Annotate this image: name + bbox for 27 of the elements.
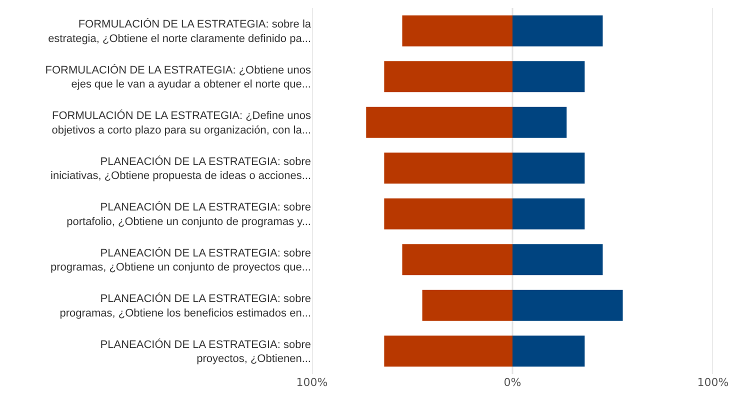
bar <box>384 152 512 184</box>
x-tick-label: 100% <box>697 376 729 389</box>
bar <box>512 290 623 321</box>
bar <box>384 198 512 230</box>
bar <box>402 244 512 276</box>
x-tick-label: 100% <box>296 376 328 389</box>
bar <box>512 106 567 138</box>
y-tick-label: PLANEACIÓN DE LA ESTRATEGIA: sobre iniciativas, ¿Obtiene propuesta de ideas o acciones... <box>50 154 311 182</box>
bar <box>512 61 585 92</box>
y-tick-label: FORMULACIÓN DE LA ESTRATEGIA: ¿Define unos objetivos a corto plazo para su organización, con la... <box>52 109 312 136</box>
bar <box>512 152 585 184</box>
bar <box>384 336 512 367</box>
bar <box>384 61 512 92</box>
bar <box>366 106 512 138</box>
y-tick-label: PLANEACIÓN DE LA ESTRATEGIA: sobre programas, ¿Obtiene los beneficios estimados en... <box>60 292 311 320</box>
x-tick-label: 0% <box>504 376 522 389</box>
y-tick-label: FORMULACIÓN DE LA ESTRATEGIA: ¿Obtiene unos ejes que le van a ayudar a obtener el norte que... <box>45 63 312 91</box>
y-tick-label: FORMULACIÓN DE LA ESTRATEGIA: sobre la estrategia, ¿Obtiene el norte claramente definido pa... <box>48 18 312 45</box>
y-tick-label: PLANEACIÓN DE LA ESTRATEGIA: sobre portafolio, ¿Obtiene un conjunto de programas y... <box>66 200 311 228</box>
bar <box>512 198 585 230</box>
y-tick-label: PLANEACIÓN DE LA ESTRATEGIA: sobre proyectos, ¿Obtienen... <box>100 338 311 366</box>
bar <box>512 15 603 46</box>
bar <box>402 15 512 46</box>
y-tick-label: PLANEACIÓN DE LA ESTRATEGIA: sobre programas, ¿Obtiene un conjunto de proyectos que... <box>50 246 311 274</box>
bar <box>422 290 512 321</box>
bar <box>512 244 603 276</box>
bar <box>512 336 585 367</box>
